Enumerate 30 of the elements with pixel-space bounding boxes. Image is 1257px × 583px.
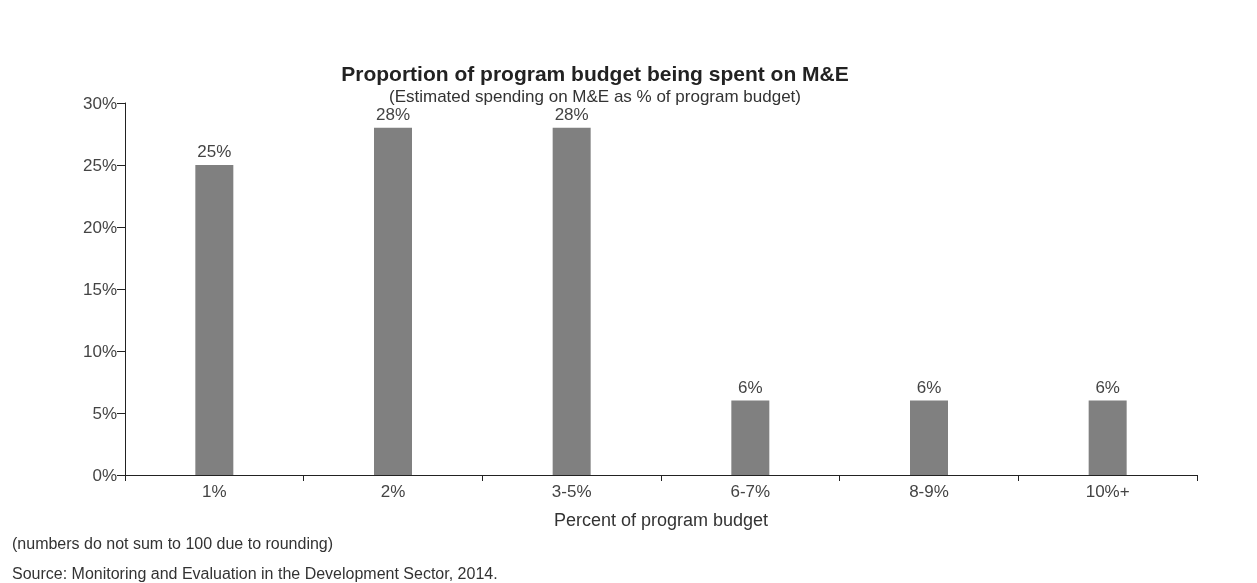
y-tick-label: 10% bbox=[82, 341, 117, 361]
y-tick-label: 15% bbox=[82, 279, 117, 299]
y-tick-label: 5% bbox=[92, 403, 117, 423]
data-label: 28% bbox=[375, 104, 411, 124]
x-tick-label: 6-7% bbox=[730, 482, 771, 501]
x-tick-label: 8-9% bbox=[909, 482, 949, 501]
x-tick-label: 3-5% bbox=[551, 482, 592, 501]
bar bbox=[1088, 400, 1127, 475]
bar bbox=[374, 127, 412, 475]
x-tick-label: 10%+ bbox=[1085, 482, 1130, 501]
x-tick-label: 1% bbox=[202, 482, 227, 501]
data-label: 28% bbox=[554, 104, 589, 124]
bar bbox=[552, 127, 591, 475]
source-note: Source: Monitoring and Evaluation in the Development Sector, 2014. bbox=[12, 564, 498, 582]
bar bbox=[910, 400, 948, 475]
x-tick-label: 2% bbox=[380, 482, 406, 501]
data-label: 25% bbox=[197, 142, 232, 161]
y-tick-label: 20% bbox=[82, 217, 117, 237]
chart-subtitle: (Estimated spending on M&E as % of program budget) bbox=[389, 87, 801, 106]
y-tick-label: 25% bbox=[82, 155, 117, 175]
chart-title: Proportion of program budget being spent on M&E bbox=[341, 62, 849, 85]
bar bbox=[731, 400, 770, 475]
data-label: 6% bbox=[1095, 377, 1120, 397]
y-tick-label: 0% bbox=[92, 465, 117, 485]
y-tick-label: 30% bbox=[82, 93, 117, 113]
data-label: 6% bbox=[916, 377, 942, 397]
x-axis-title: Percent of program budget bbox=[553, 510, 769, 530]
text: (numbers do not sum to 100 due to rounding) bbox=[12, 534, 334, 552]
bar bbox=[195, 165, 234, 475]
data-label: 6% bbox=[738, 377, 763, 397]
